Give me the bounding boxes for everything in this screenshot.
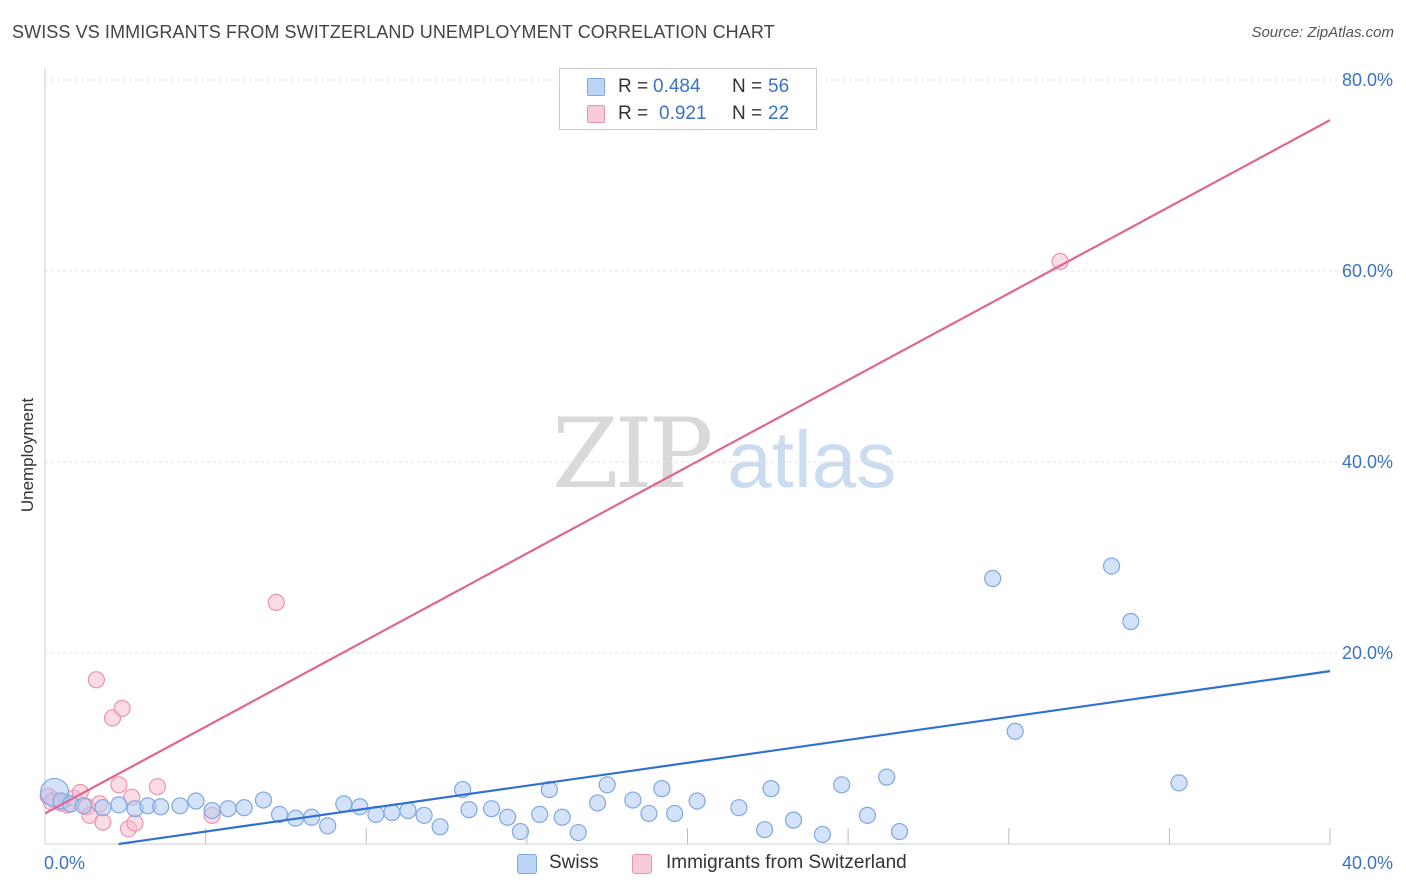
swiss-point (235, 799, 253, 817)
swiss-point (784, 811, 803, 829)
swiss-point (482, 800, 501, 818)
legend-swatch-immigrants (587, 105, 605, 123)
swiss-point (110, 796, 128, 814)
immigrants-point (110, 776, 128, 794)
legend-n-label-immigrants: N = (732, 103, 763, 124)
immigrants-point (126, 814, 144, 832)
swiss-point (94, 799, 112, 817)
immigrants-point (113, 699, 131, 717)
swiss-point (624, 791, 642, 809)
swiss-point (833, 776, 851, 794)
legend-row-immigrants: R = 0.921 N = 22 (560, 101, 818, 127)
immigrants-point (267, 593, 285, 611)
swiss-point (335, 795, 353, 813)
source-credit: Source: ZipAtlas.com (1251, 24, 1394, 41)
swiss-point (755, 821, 774, 839)
swiss-point (858, 806, 877, 824)
legend-n-value-immigrants: 22 (768, 103, 790, 124)
y-tick-label: 60.0% (1342, 261, 1393, 281)
swiss-point (890, 822, 909, 841)
swiss-point (254, 791, 273, 809)
swiss-point (219, 800, 237, 818)
chart-title: SWISS VS IMMIGRANTS FROM SWITZERLAND UNE… (12, 22, 775, 42)
swiss-point (878, 768, 896, 786)
series-legend: Swiss Immigrants from Switzerland (0, 852, 1406, 880)
y-tick-label: 80.0% (1342, 70, 1393, 90)
swiss-point (319, 817, 337, 835)
swiss-points-layer (40, 557, 1188, 844)
swiss-point (1102, 557, 1121, 575)
swiss-point (431, 818, 449, 836)
legend-label-swiss: Swiss (549, 852, 599, 873)
trendline-layer (44, 119, 1331, 846)
swiss-point (984, 569, 1002, 588)
legend-n-value-swiss: 56 (768, 76, 790, 97)
swiss-point (74, 797, 93, 815)
swiss-point (1006, 722, 1024, 740)
swiss-trendline (118, 670, 1331, 846)
swiss-point (152, 798, 170, 816)
legend-swatch-swiss (587, 78, 605, 96)
swiss-point (531, 805, 549, 823)
legend-r-label-immigrants: R = (618, 103, 649, 124)
correlation-legend: R = 0.484 N = 56 R = 0.921 N = 22 (559, 68, 817, 130)
watermark-zip: ZIP (552, 398, 713, 510)
y-tick-label: 40.0% (1342, 452, 1393, 472)
legend-r-label-swiss: R = (618, 76, 649, 97)
swiss-point (460, 801, 478, 819)
immigrants-point (148, 778, 167, 796)
legend-swatch-immigrants-bottom (632, 854, 652, 874)
swiss-point (666, 804, 684, 823)
swiss-point (399, 801, 417, 820)
swiss-point (270, 805, 289, 823)
legend-r-value-swiss: 0.484 (653, 76, 701, 97)
grid-layer (45, 79, 1390, 654)
swiss-point (1122, 612, 1140, 631)
legend-row-swiss: R = 0.484 N = 56 (560, 74, 818, 100)
immigrants-point (94, 813, 112, 831)
y-tick-label: 20.0% (1342, 643, 1393, 663)
immigrants-points-layer (39, 252, 1069, 838)
legend-label-immigrants: Immigrants from Switzerland (666, 852, 907, 873)
swiss-point (730, 799, 748, 817)
swiss-point (1170, 774, 1188, 792)
immigrants-trendline (44, 119, 1331, 815)
swiss-point (203, 801, 221, 820)
tick-label-layer: 20.0% 40.0% 60.0% 80.0% 0.0% 40.0% (44, 70, 1393, 873)
legend-r-value-immigrants: 0.921 (659, 103, 707, 124)
swiss-point (187, 792, 205, 810)
swiss-point (813, 825, 832, 844)
swiss-point (511, 822, 530, 841)
immigrants-point (87, 671, 106, 689)
swiss-point (762, 780, 780, 798)
swiss-point (598, 776, 616, 794)
swiss-point (653, 780, 671, 798)
legend-swatch-swiss-bottom (517, 854, 537, 874)
axis-layer (44, 68, 1331, 845)
swiss-point (588, 794, 607, 812)
swiss-point (351, 798, 369, 816)
legend-n-label-swiss: N = (732, 76, 763, 97)
swiss-point (569, 823, 587, 842)
swiss-point (553, 808, 571, 826)
swiss-point (415, 806, 433, 824)
x-tick-label: 0.0% (44, 853, 85, 873)
x-tick-label: 40.0% (1342, 853, 1393, 873)
swiss-point (640, 804, 658, 823)
swiss-point (171, 797, 189, 815)
swiss-point (499, 808, 517, 826)
swiss-point (688, 792, 706, 810)
